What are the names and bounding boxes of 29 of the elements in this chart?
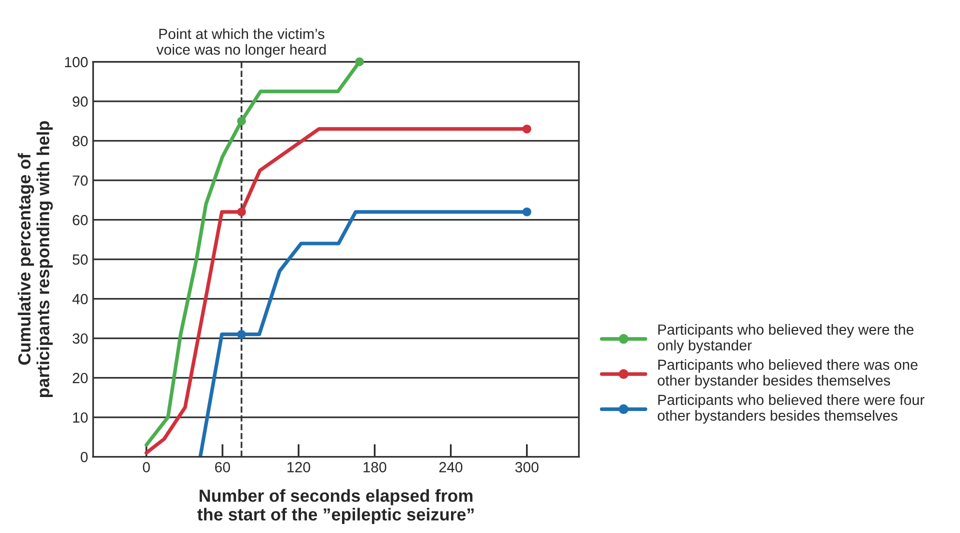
y-tick-label: 10 xyxy=(73,412,88,423)
point xyxy=(522,208,532,216)
x-tick-label: 120 xyxy=(288,462,310,472)
x-tick-label: 240 xyxy=(439,462,462,472)
x-tick-label: 180 xyxy=(364,462,386,472)
x-axis-title: Number of seconds elapsed from the start of the ”epileptic seizure” xyxy=(197,489,474,524)
point xyxy=(237,116,246,126)
point xyxy=(237,208,246,216)
y-tick-label: 0 xyxy=(80,452,88,462)
y-axis-title: Cumulative percentage of participants responding with help xyxy=(18,121,53,398)
y-tick-label: 50 xyxy=(72,254,88,265)
x-tick-label: 0 xyxy=(142,462,150,472)
legend-label: Participants who believed they were the only bystander xyxy=(658,324,914,354)
y-tick-label: 90 xyxy=(72,96,88,107)
point xyxy=(355,57,364,66)
legend-label: Participants who believed there were four other bystanders besides themselves xyxy=(658,394,924,424)
y-tick-label: 70 xyxy=(72,175,88,186)
x-tick-label: 60 xyxy=(215,462,230,472)
x-tick-label: 300 xyxy=(515,462,538,472)
y-tick-label: 60 xyxy=(72,214,88,226)
ref-line-label: Point at which the victim’s voice was no longer heard xyxy=(156,28,326,58)
y-tick-label: 80 xyxy=(72,136,88,146)
legend-label: Participants who believed there was one other bystander besides themselves xyxy=(658,359,918,388)
y-tick-label: 30 xyxy=(72,333,88,344)
point xyxy=(237,330,246,339)
y-tick-label: 100 xyxy=(65,56,88,68)
y-tick-label: 40 xyxy=(72,294,88,304)
y-tick-label: 20 xyxy=(72,372,88,384)
point xyxy=(522,124,532,134)
